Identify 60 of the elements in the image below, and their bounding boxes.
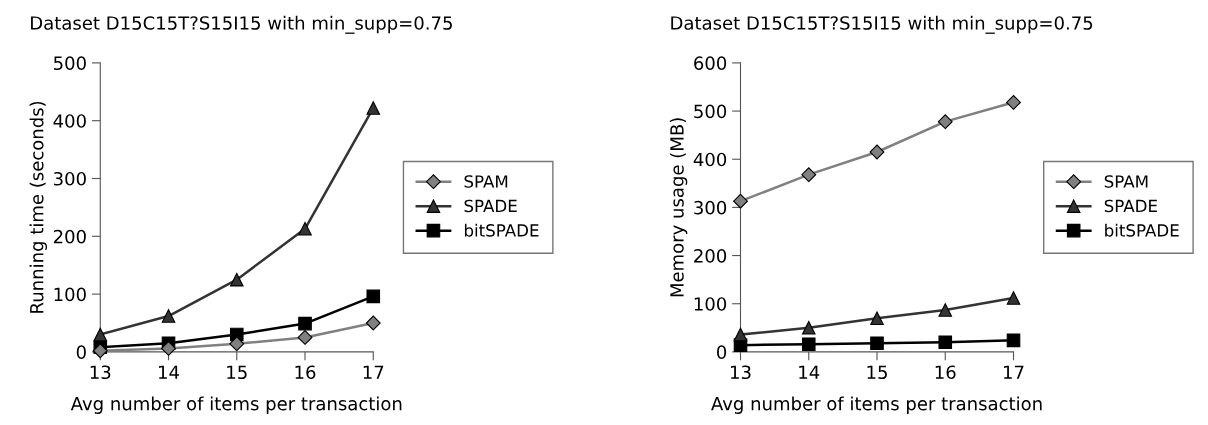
y-tick-label: 200 [694,249,727,263]
point [93,327,108,342]
y-tick-label: 300 [53,171,86,186]
legend-label: SPADE [464,199,517,213]
x-tick-label: 15 [227,365,247,380]
chart-title: Dataset D15C15T?S15I15 with min_supp=0.75 [31,15,452,34]
point [366,289,381,304]
y-tick-label: 400 [53,114,86,128]
point [801,337,816,351]
point [298,316,312,331]
point [733,193,748,209]
y-tick-label: 600 [694,56,727,71]
x-tick-label: 15 [867,365,887,380]
point [870,311,884,325]
y-tick-label: 500 [54,56,86,71]
y-tick-label: 100 [694,297,727,311]
legend-label: bitSPADE [464,223,539,237]
y-axis-title: Memory usage (MB) [669,118,688,297]
x-tick-label: 14 [159,365,179,379]
x-tick-label: 16 [935,365,956,380]
x-tick-label: 17 [363,365,384,379]
y-tick-label: 500 [694,104,727,119]
point [297,330,313,345]
point [1006,333,1021,348]
x-tick-label: 14 [799,365,820,379]
y-tick-label: 0 [76,345,86,360]
y-tick-label: 0 [717,345,727,360]
point [937,114,953,130]
x-axis-title: Avg number of items per transaction [711,396,1042,414]
point [801,167,817,183]
x-tick-label: 17 [1004,365,1024,379]
legend-label: SPADE [1104,199,1157,213]
point [161,341,176,356]
point [1006,291,1021,305]
point [870,336,884,351]
y-tick-label: 400 [693,152,727,167]
point [229,272,244,287]
point [938,303,953,317]
x-axis-title: Avg number of items per transaction [70,396,402,414]
legend-label: SPAM [464,175,508,188]
point [801,321,816,335]
point [365,315,381,331]
y-tick-label: 100 [54,287,86,302]
x-tick-label: 13 [90,365,111,380]
legend-label: SPAM [1104,175,1148,188]
y-tick-label: 300 [694,200,727,215]
point [1006,94,1021,110]
point [366,101,381,115]
x-tick-label: 13 [731,365,751,380]
point [161,309,176,323]
point [869,144,885,160]
point [298,221,312,236]
y-tick-label: 200 [53,229,86,244]
legend-label: bitSPADE [1105,223,1179,237]
point [229,336,245,352]
y-axis-title: Running time (seconds) [29,101,48,313]
x-tick-label: 16 [295,365,316,380]
point [938,335,953,350]
chart-title: Dataset D15C15T?S15I15 with min_supp=0.75 [671,15,1093,34]
point [733,327,748,342]
